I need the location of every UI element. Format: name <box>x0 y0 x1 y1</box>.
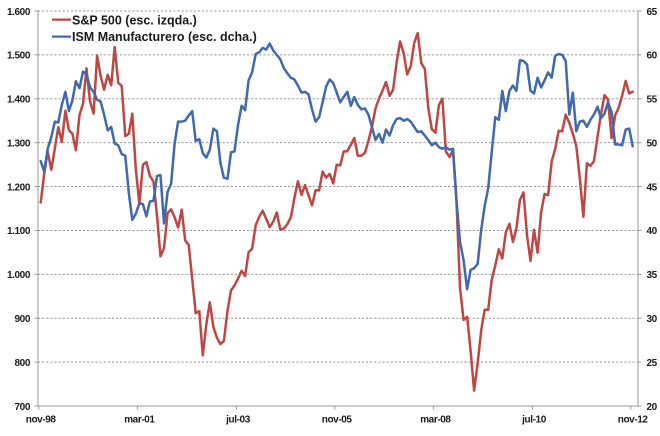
svg-text:1.300: 1.300 <box>7 139 31 150</box>
svg-text:mar-08: mar-08 <box>420 415 451 426</box>
svg-text:1.200: 1.200 <box>7 182 31 193</box>
svg-text:jul-10: jul-10 <box>521 415 547 426</box>
svg-text:800: 800 <box>15 358 31 369</box>
svg-text:30: 30 <box>647 314 658 325</box>
svg-text:nov-12: nov-12 <box>618 415 649 426</box>
svg-text:65: 65 <box>647 7 658 18</box>
svg-text:700: 700 <box>15 402 31 413</box>
svg-text:1.500: 1.500 <box>7 51 31 62</box>
svg-text:20: 20 <box>647 402 658 413</box>
svg-text:nov-05: nov-05 <box>322 415 353 426</box>
svg-text:mar-01: mar-01 <box>124 415 155 426</box>
svg-text:1.600: 1.600 <box>7 7 31 18</box>
svg-text:nov-98: nov-98 <box>26 415 57 426</box>
svg-text:50: 50 <box>647 139 658 150</box>
svg-text:jul-03: jul-03 <box>225 415 251 426</box>
svg-text:40: 40 <box>647 226 658 237</box>
svg-text:1.000: 1.000 <box>7 270 31 281</box>
svg-text:1.100: 1.100 <box>7 226 31 237</box>
svg-text:60: 60 <box>647 51 658 62</box>
svg-text:900: 900 <box>15 314 31 325</box>
svg-text:25: 25 <box>647 358 658 369</box>
svg-text:45: 45 <box>647 182 658 193</box>
svg-text:ISM Manufacturero (esc. dcha.): ISM Manufacturero (esc. dcha.) <box>72 30 257 44</box>
svg-text:55: 55 <box>647 95 658 106</box>
svg-text:S&P 500 (esc. izqda.): S&P 500 (esc. izqda.) <box>72 14 197 28</box>
svg-text:35: 35 <box>647 270 658 281</box>
svg-text:1.400: 1.400 <box>7 95 31 106</box>
